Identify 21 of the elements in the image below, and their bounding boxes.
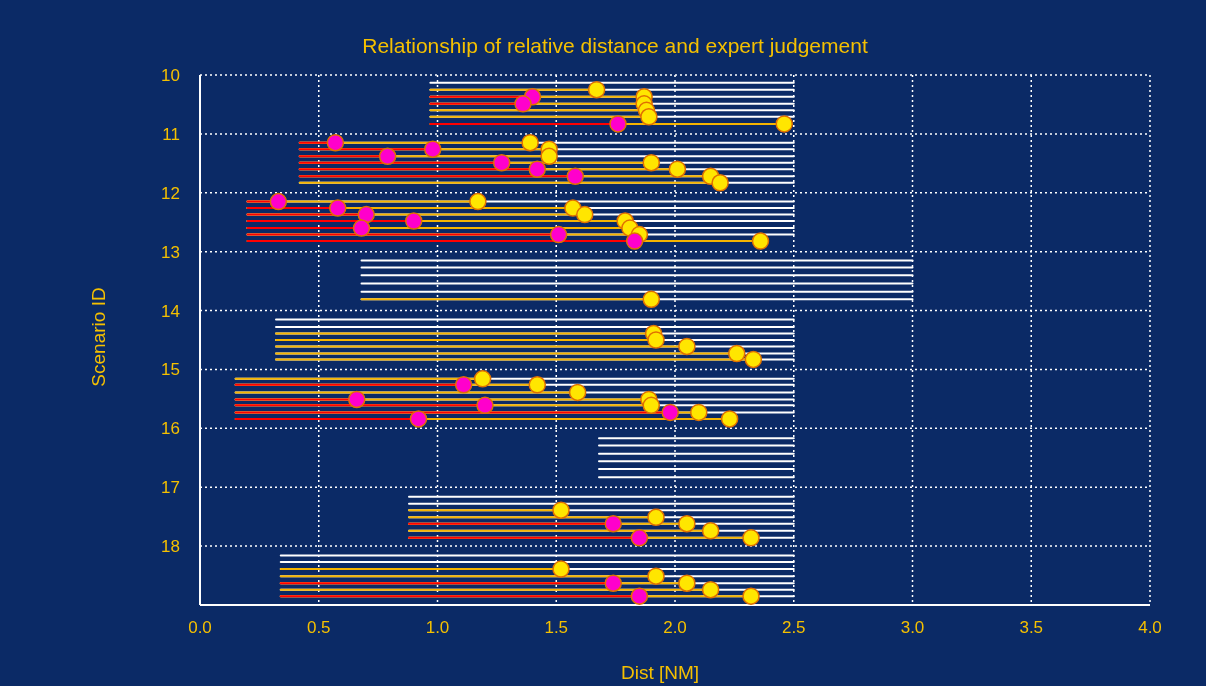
x-tick-label: 1.0 xyxy=(425,618,450,638)
x-tick-label: 0.0 xyxy=(188,618,212,638)
x-tick-label: 2.5 xyxy=(781,618,806,638)
y-tick-label: 15 xyxy=(161,360,180,380)
x-axis-title: Dist [NM] xyxy=(619,662,701,684)
y-tick-label: 13 xyxy=(161,242,180,262)
y-tick-label: 10 xyxy=(161,66,180,86)
y-axis-title: Scenario ID xyxy=(88,286,110,389)
x-tick-label: 3.0 xyxy=(900,618,925,638)
y-tick-label: 17 xyxy=(161,478,180,498)
y-tick-label: 11 xyxy=(162,124,180,144)
y-tick-label: 12 xyxy=(161,183,180,203)
x-tick-label: 1.5 xyxy=(544,618,569,638)
y-tick-label: 18 xyxy=(161,537,180,557)
x-tick-label: 2.0 xyxy=(663,618,687,638)
x-tick-label: 4.0 xyxy=(1138,618,1162,638)
y-tick-label: 14 xyxy=(161,301,180,321)
y-tick-label: 16 xyxy=(161,419,180,439)
chart-title: Relationship of relative distance and expert judgement xyxy=(361,34,869,58)
x-tick-label: 3.5 xyxy=(1019,618,1044,638)
x-tick-label: 0.5 xyxy=(306,618,331,638)
